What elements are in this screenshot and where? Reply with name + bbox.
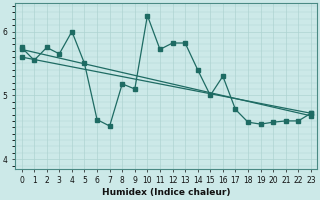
- X-axis label: Humidex (Indice chaleur): Humidex (Indice chaleur): [102, 188, 230, 197]
